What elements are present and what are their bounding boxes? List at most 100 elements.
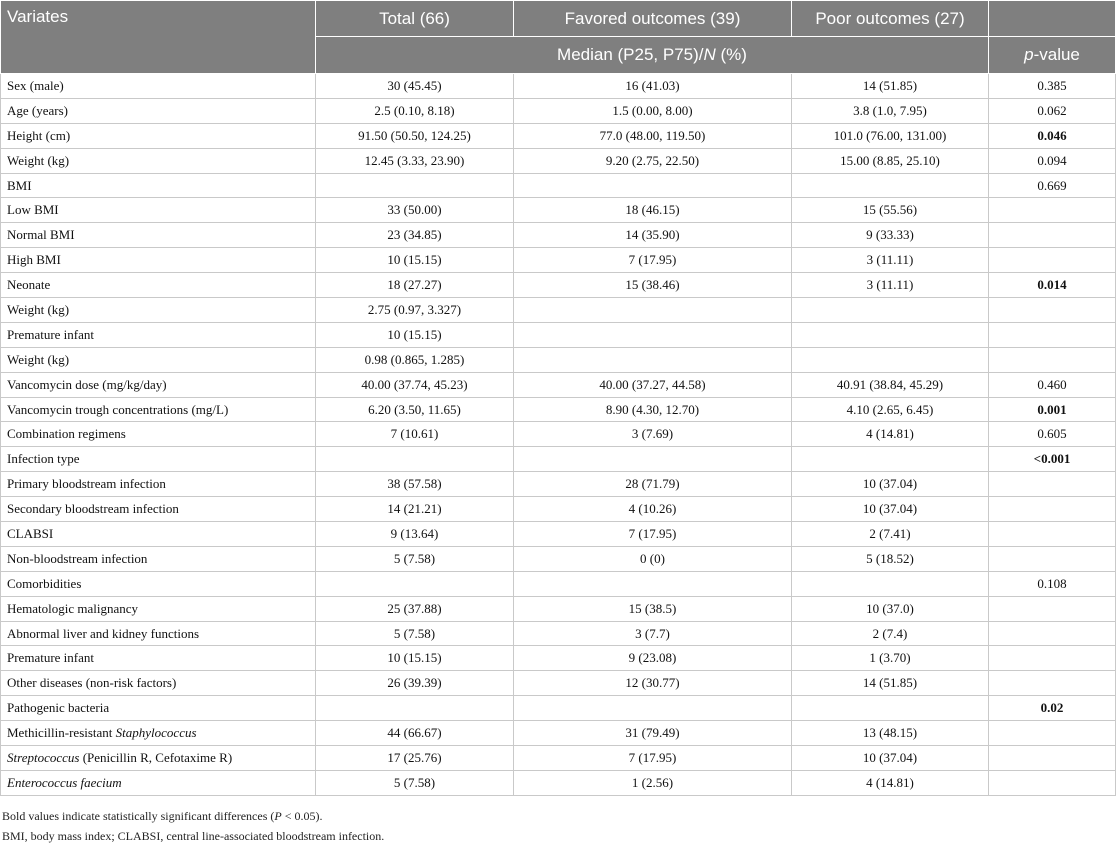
row-label-part: Enterococcus faecium <box>7 774 122 790</box>
cell-favored: 4 (10.26) <box>513 496 792 523</box>
cell-poor: 3 (11.11) <box>791 272 989 299</box>
cell-p: 0.02 <box>988 695 1116 722</box>
row-label-part: Staphylococcus <box>115 725 197 741</box>
cell-p <box>988 545 1116 572</box>
table-row: Neonate 18 (27.27) 15 (38.46) 3 (11.11) 0.01… <box>0 272 1116 299</box>
cell-favored <box>513 446 792 473</box>
cell-p <box>988 297 1116 323</box>
cell-favored: 7 (17.95) <box>513 247 792 274</box>
cell-favored: 8.90 (4.30, 12.70) <box>513 396 792 423</box>
table-row: Age (years) 2.5 (0.10, 8.18) 1.5 (0.00, 8.… <box>0 97 1116 124</box>
cell-total: 12.45 (3.33, 23.90) <box>315 147 514 174</box>
header-empty <box>988 0 1116 37</box>
cell-total: 38 (57.58) <box>315 471 514 498</box>
cell-poor: 3.8 (1.0, 7.95) <box>791 97 989 124</box>
cell-poor: 10 (37.04) <box>791 745 989 771</box>
cell-poor: 13 (48.15) <box>791 720 989 747</box>
cell-total: 40.00 (37.74, 45.23) <box>315 371 514 398</box>
results-table: Variates Total (66) Favored outcomes (39… <box>0 0 1116 796</box>
table-row: Infection type <0.001 <box>0 446 1116 473</box>
cell-poor <box>791 570 989 597</box>
row-label: Height (cm) <box>0 122 316 149</box>
row-label-part: (Penicillin R, Cefotaxime R) <box>79 749 233 765</box>
cell-total: 10 (15.15) <box>315 321 514 348</box>
table-row: Secondary bloodstream infection 14 (21.21… <box>0 496 1116 523</box>
table-row: High BMI 10 (15.15) 7 (17.95) 3 (11.11) <box>0 247 1116 274</box>
cell-p <box>988 720 1116 747</box>
cell-favored <box>513 321 792 348</box>
cell-total: 5 (7.58) <box>315 545 514 572</box>
median-n: N <box>703 45 716 64</box>
cell-p <box>988 321 1116 348</box>
cell-p: 0.669 <box>988 172 1116 199</box>
cell-total: 25 (37.88) <box>315 595 514 622</box>
cell-poor: 14 (51.85) <box>791 670 989 697</box>
table-row: Height (cm) 91.50 (50.50, 124.25) 77.0 (48… <box>0 122 1116 149</box>
cell-poor: 2 (7.41) <box>791 521 989 547</box>
cell-p <box>988 471 1116 498</box>
cell-total <box>315 172 514 199</box>
row-label: Abnormal liver and kidney functions <box>0 620 316 647</box>
table-body: Sex (male) 30 (45.45) 16 (41.03) 14 (51.85)… <box>0 73 1116 796</box>
row-label: Premature infant <box>0 645 316 672</box>
cell-favored: 0 (0) <box>513 545 792 572</box>
cell-favored: 28 (71.79) <box>513 471 792 498</box>
header-row: Variates Total (66) Favored outcomes (39… <box>0 0 1116 74</box>
cell-favored: 15 (38.5) <box>513 595 792 622</box>
table-row: Hematologic malignancy 25 (37.88) 15 (38.5… <box>0 595 1116 622</box>
footnote-bold-p: P <box>274 809 282 823</box>
footnote-bold-suffix: < 0.05). <box>281 809 323 823</box>
cell-p <box>988 670 1116 697</box>
cell-poor: 4 (14.81) <box>791 421 989 448</box>
cell-p <box>988 645 1116 672</box>
row-label: High BMI <box>0 247 316 274</box>
header-favored: Favored outcomes (39) <box>513 0 792 37</box>
row-label: Enterococcus faecium <box>0 769 316 796</box>
median-suffix: (%) <box>715 45 747 64</box>
row-label-part: Streptococcus <box>7 749 80 765</box>
table-row: Non-bloodstream infection 5 (7.58) 0 (0) 5 … <box>0 545 1116 572</box>
cell-total <box>315 570 514 597</box>
cell-poor: 40.91 (38.84, 45.29) <box>791 371 989 398</box>
row-label: Pathogenic bacteria <box>0 695 316 722</box>
subheader-row: Median (P25, P75)/N (%) p-value <box>1 36 1116 74</box>
row-label: Sex (male) <box>0 73 316 99</box>
table-row: Combination regimens 7 (10.61) 3 (7.69) 4 (… <box>0 421 1116 448</box>
cell-poor: 15 (55.56) <box>791 197 989 224</box>
table-row: Sex (male) 30 (45.45) 16 (41.03) 14 (51.85)… <box>0 73 1116 99</box>
row-label: Other diseases (non-risk factors) <box>0 670 316 697</box>
cell-favored <box>513 172 792 199</box>
cell-poor <box>791 321 989 348</box>
footnote-bold: Bold values indicate statistically signi… <box>2 806 384 826</box>
cell-favored: 16 (41.03) <box>513 73 792 99</box>
cell-poor: 2 (7.4) <box>791 620 989 647</box>
median-prefix: Median (P25, P75)/ <box>557 45 704 64</box>
cell-poor: 10 (37.04) <box>791 496 989 523</box>
cell-total: 26 (39.39) <box>315 670 514 697</box>
cell-p: 0.046 <box>988 122 1116 149</box>
cell-total: 7 (10.61) <box>315 421 514 448</box>
cell-poor: 14 (51.85) <box>791 73 989 99</box>
table-row: Abnormal liver and kidney functions 5 (7.… <box>0 620 1116 647</box>
cell-favored: 18 (46.15) <box>513 197 792 224</box>
cell-favored: 31 (79.49) <box>513 720 792 747</box>
cell-total: 91.50 (50.50, 124.25) <box>315 122 514 149</box>
cell-p <box>988 521 1116 547</box>
cell-total: 10 (15.15) <box>315 645 514 672</box>
row-label: Low BMI <box>0 197 316 224</box>
cell-p: 0.014 <box>988 272 1116 299</box>
cell-poor: 10 (37.04) <box>791 471 989 498</box>
table-row: Other diseases (non-risk factors) 26 (39.… <box>0 670 1116 697</box>
footnote-abbreviations: BMI, body mass index; CLABSI, central li… <box>2 829 385 843</box>
row-label: Weight (kg) <box>0 147 316 174</box>
cell-p <box>988 346 1116 373</box>
cell-p: 0.385 <box>988 73 1116 99</box>
table-row: Weight (kg) 2.75 (0.97, 3.327) <box>0 297 1116 323</box>
cell-favored: 14 (35.90) <box>513 222 792 249</box>
table-row: Normal BMI 23 (34.85) 14 (35.90) 9 (33.33) <box>0 222 1116 249</box>
cell-total: 0.98 (0.865, 1.285) <box>315 346 514 373</box>
cell-total: 10 (15.15) <box>315 247 514 274</box>
cell-p: 0.001 <box>988 396 1116 423</box>
cell-poor: 10 (37.0) <box>791 595 989 622</box>
cell-favored: 40.00 (37.27, 44.58) <box>513 371 792 398</box>
